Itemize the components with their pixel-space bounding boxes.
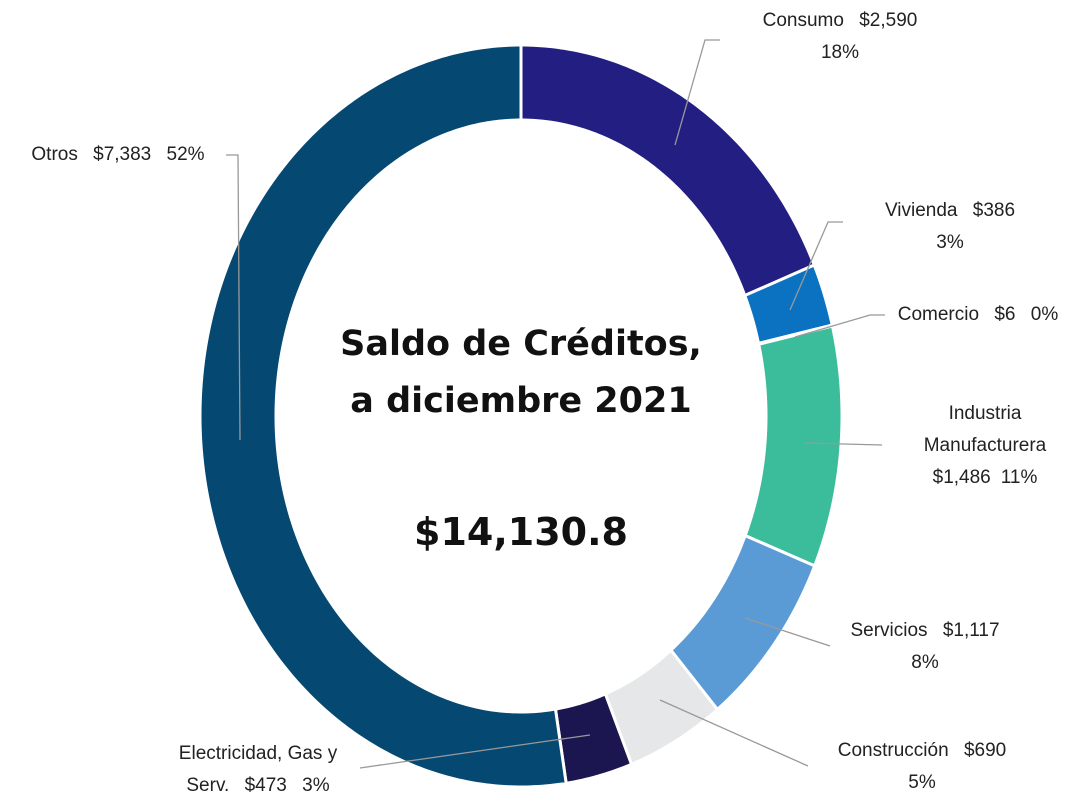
segment-label: Otros $7,383 52% [0, 139, 238, 171]
chart-title: Saldo de Créditos, [340, 324, 702, 364]
segment-label: Industria Manufacturera $1,486 11% [900, 398, 1070, 494]
category-label: Electricidad, Gas y Serv. [178, 743, 338, 796]
donut-segment [198, 43, 568, 789]
segment-label: Construcción $690 5% [802, 735, 1042, 799]
category-label: Servicios [850, 620, 928, 641]
category-label: Comercio [897, 304, 980, 325]
leader-line [659, 699, 809, 767]
percent-label: 8% [911, 652, 939, 673]
donut-segment [743, 324, 844, 568]
percent-label: 52% [166, 144, 205, 165]
value-label: $473 [244, 775, 287, 796]
category-label: Industria Manufacturera [923, 403, 1047, 456]
leader-line [794, 314, 885, 338]
leader-line [744, 617, 831, 647]
value-label: $2,590 [859, 10, 918, 31]
value-label: $7,383 [93, 144, 152, 165]
leader-line [674, 39, 720, 146]
percent-label: 0% [1030, 304, 1059, 325]
percent-label: 5% [908, 772, 936, 793]
value-label: $1,486 11% [932, 467, 1038, 488]
value-label: $386 [972, 200, 1016, 221]
percent-label: 18% [820, 42, 860, 63]
percent-label: 3% [302, 775, 330, 796]
value-label: $690 [963, 740, 1007, 761]
segment-label: Electricidad, Gas y Serv. $473 3% [158, 738, 358, 802]
leader-line [359, 734, 591, 769]
segment-label: Vivienda $386 3% [850, 195, 1050, 259]
category-label: Otros [31, 144, 78, 165]
total-label: $14,130.8 [414, 510, 628, 554]
leader-line [804, 442, 883, 446]
category-label: Consumo [762, 10, 844, 31]
leader-line [789, 221, 843, 311]
chart-subtitle: a diciembre 2021 [350, 381, 691, 421]
donut-segment [519, 43, 817, 298]
value-label: $1,117 [942, 620, 1000, 641]
segment-label: Comercio $6 0% [868, 299, 1076, 331]
category-label: Vivienda [884, 200, 958, 221]
segment-label: Consumo $2,590 18% [710, 5, 970, 69]
percent-label: 3% [936, 232, 964, 253]
category-label: Construcción [837, 740, 949, 761]
leader-line [226, 154, 241, 441]
segment-label: Servicios $1,117 8% [815, 615, 1035, 679]
value-label: $6 [994, 304, 1016, 325]
percent-label: 11% [1000, 467, 1038, 488]
